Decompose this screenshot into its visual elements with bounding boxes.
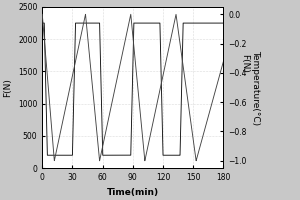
- Y-axis label: F(N): F(N): [4, 78, 13, 97]
- X-axis label: Time(min): Time(min): [107, 188, 159, 197]
- Y-axis label: Temperature(°C): Temperature(°C): [251, 50, 260, 125]
- Text: F(N): F(N): [241, 54, 250, 73]
